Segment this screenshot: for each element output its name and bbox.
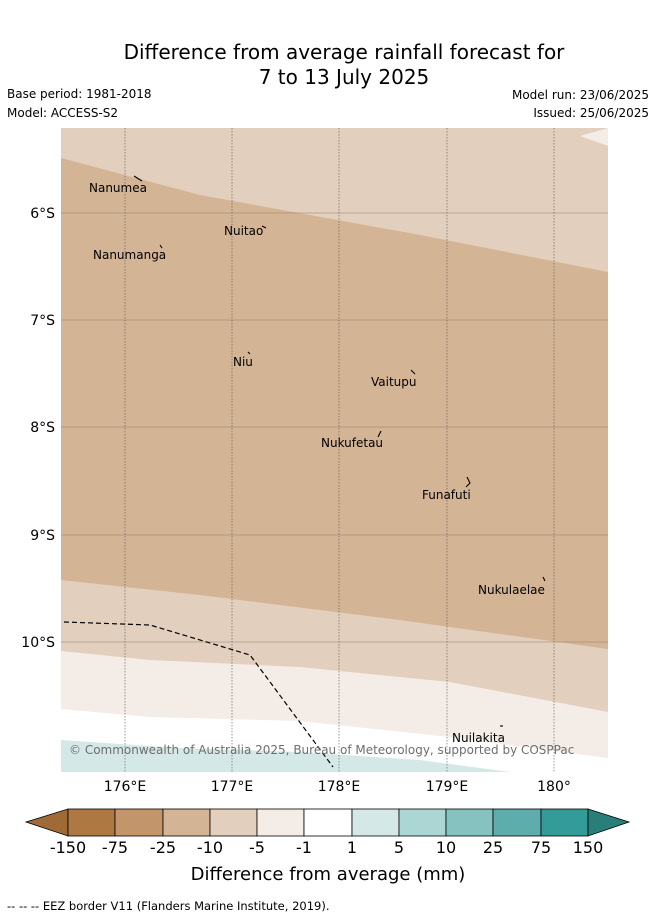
colorbar-title: Difference from average (mm) [191,864,466,885]
island-nuitao [261,225,267,229]
colorbar-swatch-minus-10-5 [209,808,258,837]
issued-date: Issued: 25/06/2025 [533,106,649,120]
island-niu [247,351,251,355]
colorbar-label: -1 [296,838,312,857]
place-labels: Nanumea Nuitao Nanumanga Niu Vaitupu Nuk… [89,181,545,745]
eez-border [63,621,334,768]
longitude-labels: 176°E 177°E 178°E 179°E 180° [104,779,571,795]
band-minus-25-10 [61,158,608,649]
rainfall-bands [61,128,608,772]
lat-label-10s: 10°S [21,635,55,651]
colorbar-swatch-plus-1-5 [351,808,400,837]
colorbar [24,808,631,837]
colorbar-label: -5 [249,838,265,857]
place-label-nuilakita: Nuilakita [452,731,505,745]
islands [133,175,546,727]
place-label-nukufetau: Nukufetau [321,436,383,450]
band-plus-1-5 [61,740,510,772]
lat-label-9s: 9°S [30,528,55,544]
island-funafuti [465,476,471,488]
colorbar-swatch-minus-5-1 [256,808,305,837]
colorbar-extend-high [587,808,631,837]
island-nukulaelae [542,576,546,582]
colorbar-swatch-minus-1-1 [303,808,353,837]
colorbar-label: 1 [347,838,357,857]
colorbar-swatch-plus-5-10 [398,808,447,837]
place-label-funafuti: Funafuti [422,488,471,502]
base-period: Base period: 1981-2018 [7,87,152,101]
lat-label-8s: 8°S [30,420,55,436]
colorbar-swatch-plus-10-25 [445,808,494,837]
island-nanumea [133,175,143,182]
place-label-nukulaelae: Nukulaelae [478,583,545,597]
island-vaitupu [410,369,416,375]
latitude-labels: 6°S 7°S 8°S 9°S 10°S [21,206,55,651]
colorbar-label: -10 [197,838,223,857]
latitude-gridlines [61,212,608,643]
colorbar-swatch-minus-150-75 [67,808,116,837]
place-label-nanumea: Nanumea [89,181,147,195]
colorbar-label: 10 [436,838,456,857]
lon-label-179e: 179°E [426,779,469,795]
colorbar-swatch-minus-75-25 [114,808,164,837]
lon-label-177e: 177°E [211,779,254,795]
lat-label-7s: 7°S [30,313,55,329]
place-label-vaitupu: Vaitupu [371,375,417,389]
lon-label-178e: 178°E [318,779,361,795]
longitude-gridlines [124,128,555,772]
lon-label-176e: 176°E [104,779,147,795]
colorbar-swatch-plus-25-75 [492,808,542,837]
colorbar-label: -75 [102,838,128,857]
colorbar-swatch-minus-25-10 [162,808,211,837]
copyright-notice: © Commonwealth of Australia 2025, Bureau… [69,743,574,757]
eez-border-note: -- -- -- EEZ border V11 (Flanders Marine… [7,899,330,913]
title-line-1: Difference from average rainfall forecas… [123,40,565,64]
lat-label-6s: 6°S [30,206,55,222]
place-label-nanumanga: Nanumanga [93,248,166,262]
place-label-nuitao: Nuitao [224,224,263,238]
colorbar-swatch-plus-75-150 [540,808,589,837]
model-name: Model: ACCESS-S2 [7,106,119,120]
title-line-2: 7 to 13 July 2025 [258,65,430,89]
island-nanumanga [159,244,163,249]
colorbar-label: -150 [50,838,86,857]
band-minus-5-1-corner [580,128,608,146]
island-nukufetau [377,430,382,438]
colorbar-labels: -150 -75 -25 -10 -5 -1 1 5 10 25 75 150 [50,838,603,857]
colorbar-label: 5 [394,838,404,857]
colorbar-extend-low [24,808,69,837]
colorbar-label: -25 [150,838,176,857]
model-run: Model run: 23/06/2025 [511,88,649,102]
place-label-niu: Niu [233,355,253,369]
lon-label-180: 180° [537,779,571,795]
colorbar-label: 150 [573,838,604,857]
colorbar-label: 25 [483,838,503,857]
colorbar-label: 75 [531,838,551,857]
map-title: Difference from average rainfall forecas… [0,40,655,90]
